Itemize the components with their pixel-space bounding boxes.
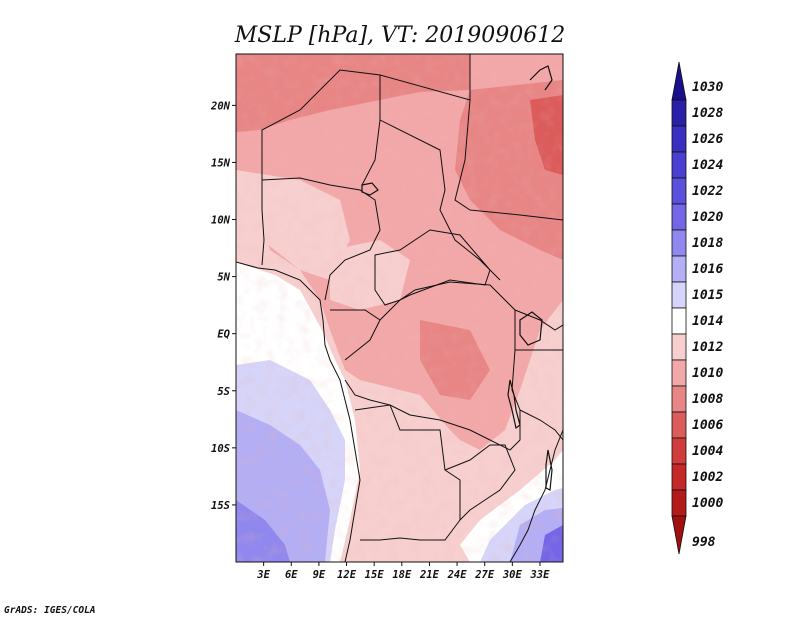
colorbar-swatch (671, 203, 687, 231)
footer-credit: GrADS: IGES/COLA (4, 605, 96, 616)
lake-tanganyika (507, 379, 521, 430)
colorbar-swatch (671, 385, 687, 413)
colorbar-label: 1022 (692, 184, 723, 199)
colorbar-label: 1002 (692, 470, 723, 485)
colorbar-label: 1006 (692, 418, 723, 433)
colorbar: 1030 1028 1026 1024 1022 1020 1018 1016 1015 1014… (671, 61, 723, 555)
x-tick-label: 15E (365, 569, 385, 581)
y-tick-label: EQ (217, 329, 230, 341)
colorbar-label: 1026 (692, 132, 723, 147)
border-west-africa (261, 177, 381, 301)
border-angola (354, 404, 461, 541)
lake-victoria (519, 311, 543, 346)
colorbar-swatch (671, 125, 687, 153)
y-tick-label: 15S (211, 500, 230, 512)
colorbar-label: 998 (692, 535, 716, 550)
x-tick-label: 24E (447, 569, 468, 581)
colorbar-label: 1016 (692, 262, 723, 277)
x-tick-label: 3E (256, 569, 270, 581)
border-zambia (444, 444, 516, 521)
colorbar-label: 1020 (692, 210, 723, 225)
x-tick-label: 18E (392, 569, 412, 581)
colorbar-swatch (671, 515, 687, 555)
colorbar-swatch (671, 177, 687, 205)
colorbar-swatch (671, 359, 687, 387)
colorbar-swatch (671, 229, 687, 257)
colorbar-label: 1004 (692, 444, 723, 459)
colorbar-swatch (671, 151, 687, 179)
colorbar-swatch (671, 437, 687, 465)
red-sea-coast (529, 65, 553, 91)
y-tick-label: 5S (217, 386, 230, 398)
x-axis: 3E 6E 9E 12E 15E 18E 21E 24E 27E 30E 33E (256, 562, 550, 581)
lake-chad (361, 182, 379, 196)
colorbar-label: 1028 (692, 106, 723, 121)
colorbar-swatch (671, 463, 687, 491)
field-texture (236, 54, 563, 562)
colorbar-label: 1030 (692, 80, 723, 95)
x-tick-label: 30E (502, 569, 523, 581)
x-tick-label: 6E (285, 569, 298, 581)
colorbar-label: 1024 (692, 158, 723, 173)
colorbar-label: 1000 (692, 496, 723, 511)
x-tick-label: 33E (529, 569, 550, 581)
border-chad-sudan (379, 99, 563, 281)
colorbar-swatch (671, 99, 687, 127)
map-frame (235, 53, 564, 563)
colorbar-swatch (671, 281, 687, 309)
x-tick-label: 21E (419, 569, 440, 581)
colorbar-label: 1008 (692, 392, 723, 407)
colorbar-label: 1010 (692, 366, 723, 381)
colorbar-label: 1012 (692, 340, 723, 355)
colorbar-label: 1015 (692, 288, 723, 303)
coastline (236, 261, 361, 562)
colorbar-label: 1018 (692, 236, 723, 251)
y-tick-label: 10N (211, 215, 231, 227)
y-tick-label: 20N (210, 100, 231, 112)
colorbar-swatch (671, 61, 687, 101)
lake-malawi (545, 449, 553, 491)
chart-title: MSLP [hPa], VT: 2019090612 (234, 23, 565, 48)
mslp-field (236, 54, 563, 562)
map-boundaries (236, 54, 563, 562)
colorbar-label: 1014 (692, 314, 723, 329)
colorbar-swatch (671, 411, 687, 439)
y-tick-label: 5N (217, 272, 230, 284)
y-axis: 20N 15N 10N 5N EQ 5S 10S 15S (210, 100, 236, 512)
x-tick-label: 12E (337, 569, 357, 581)
colorbar-swatch (671, 307, 687, 335)
x-tick-label: 27E (474, 569, 495, 581)
colorbar-swatch (671, 489, 687, 517)
x-tick-label: 9E (313, 569, 326, 581)
y-tick-label: 15N (211, 157, 231, 169)
coastline-east (509, 429, 563, 562)
colorbar-swatch (671, 333, 687, 361)
border-car (374, 229, 491, 306)
colorbar-swatch (671, 255, 687, 283)
y-tick-label: 10S (211, 443, 230, 455)
